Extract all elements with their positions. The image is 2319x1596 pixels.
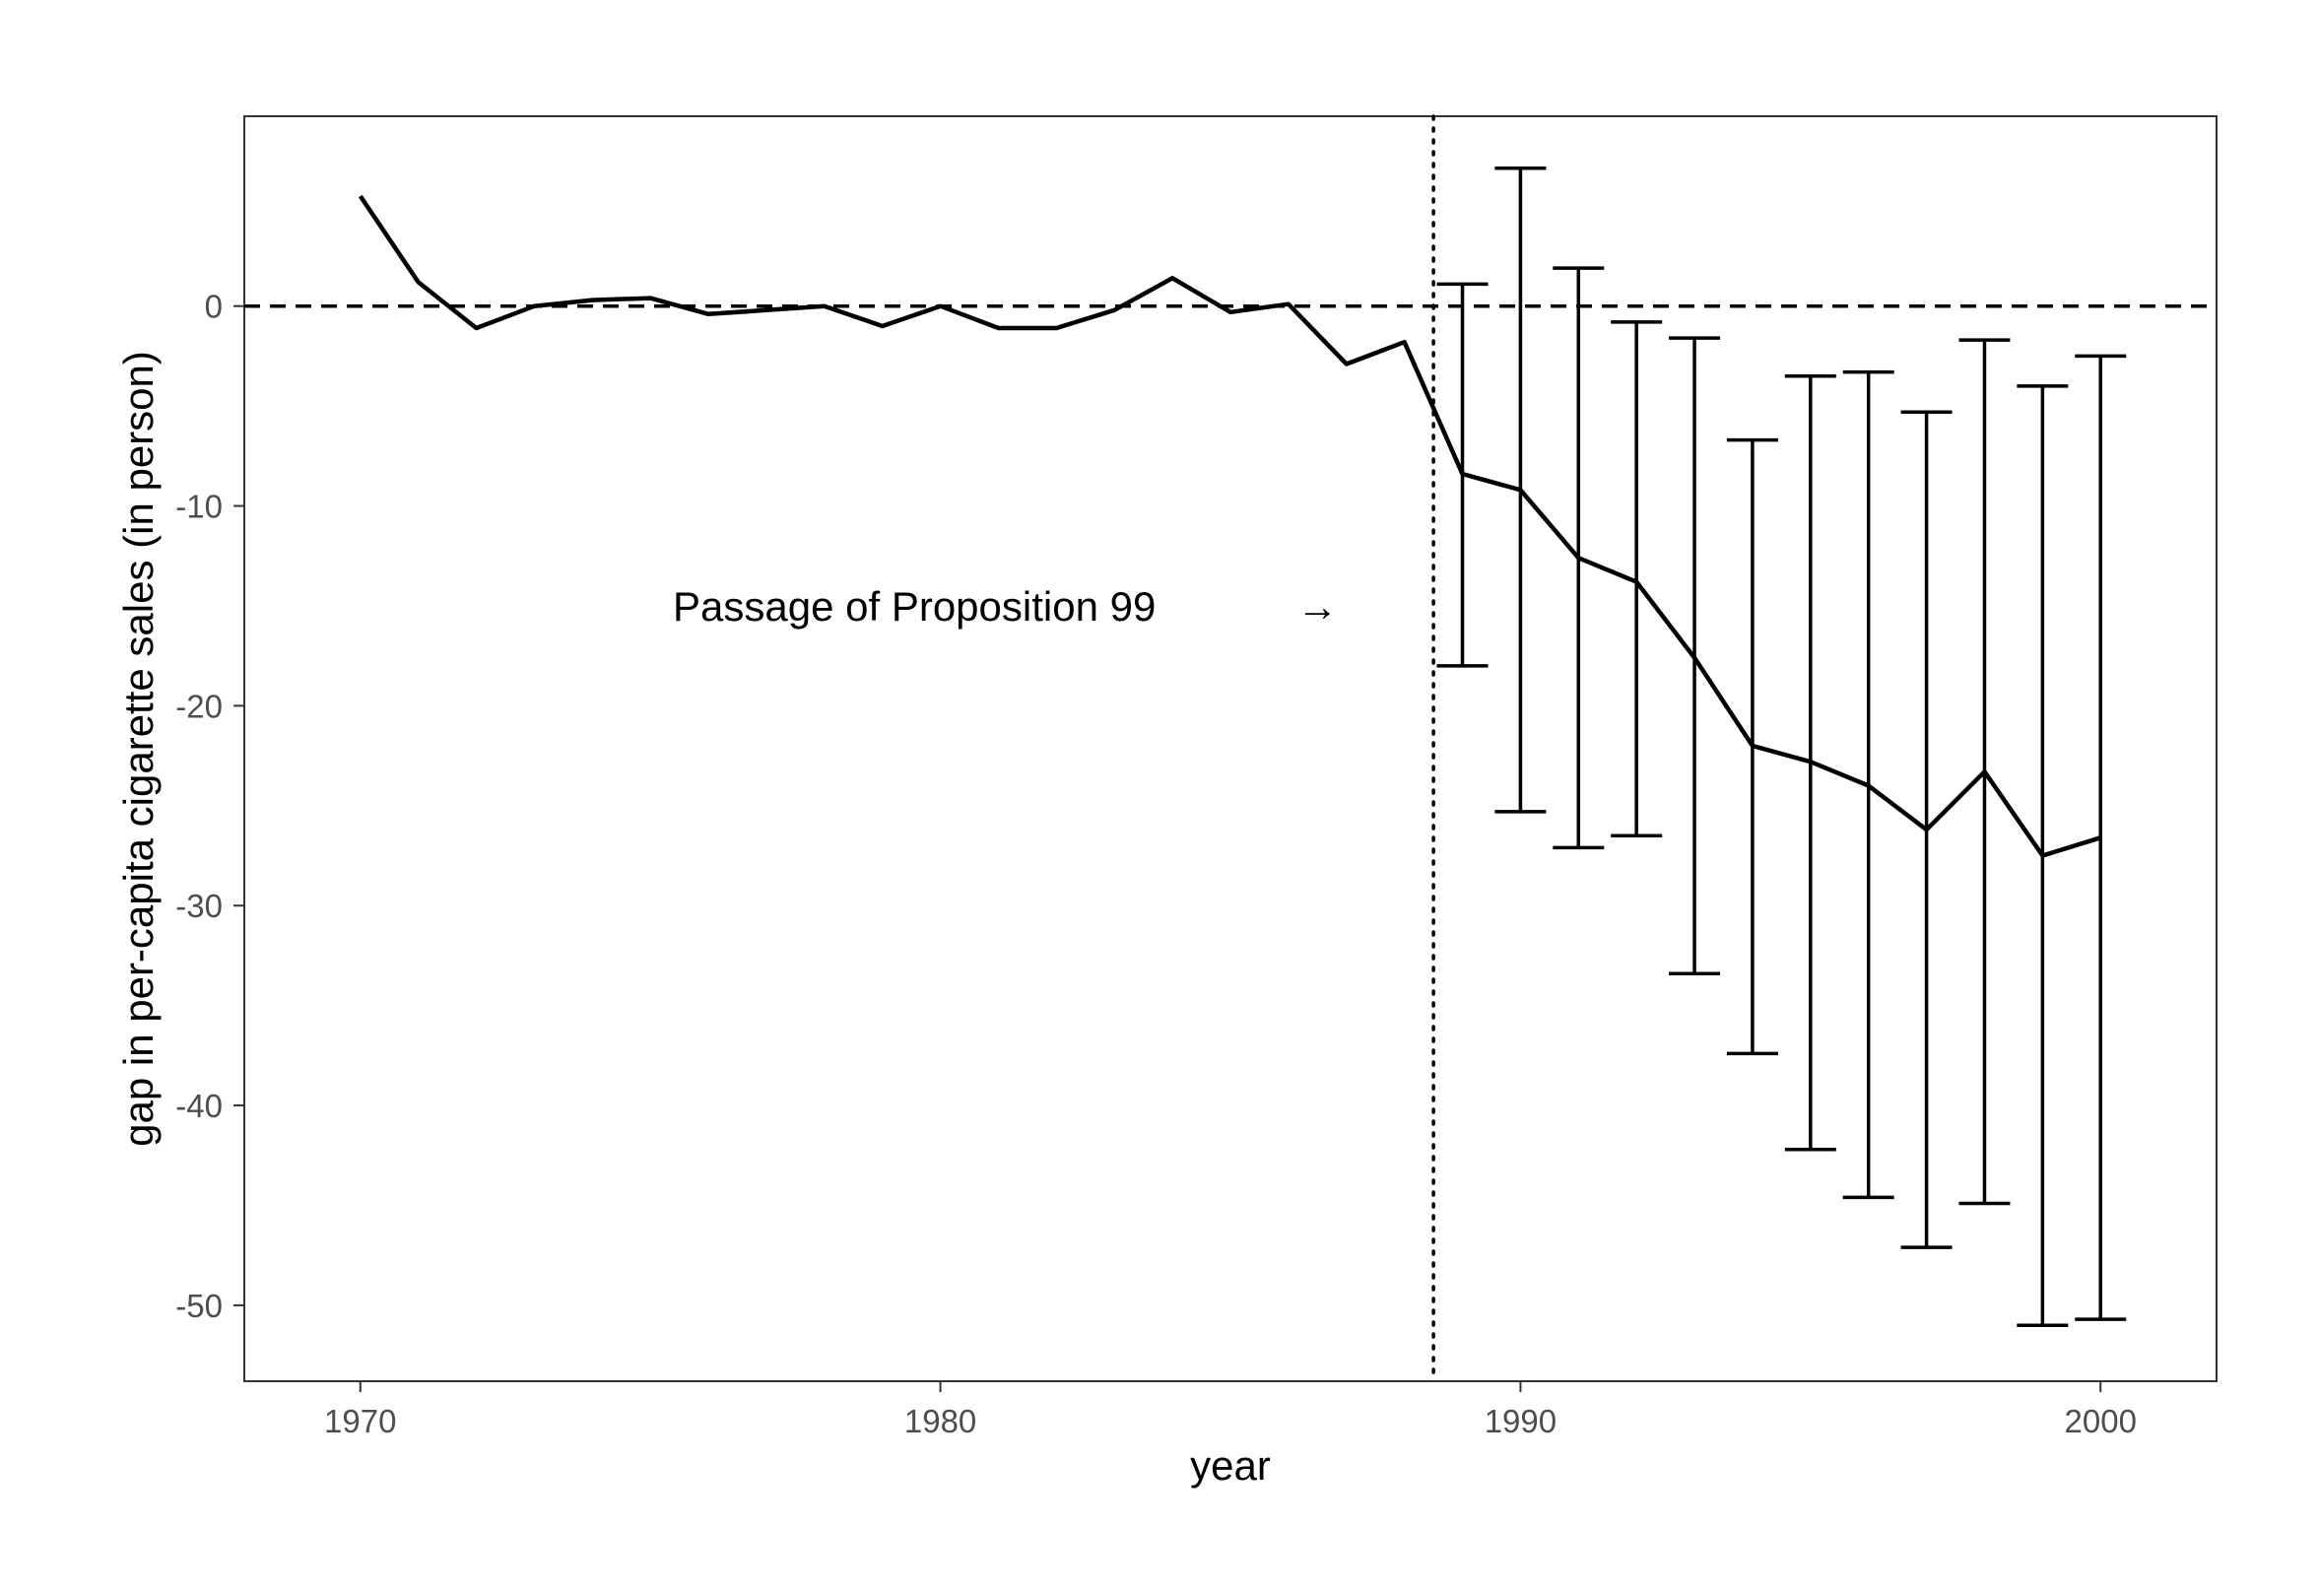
y-tick-label: -50 <box>175 1288 223 1324</box>
error-bar <box>2017 384 2069 1327</box>
x-axis-title: year <box>1190 1442 1271 1489</box>
annotation-arrow: → <box>1296 583 1338 630</box>
y-tick-label: -30 <box>175 888 223 924</box>
y-tick-label: -10 <box>175 489 223 525</box>
error-bar <box>1900 410 1953 1249</box>
error-bar <box>1669 336 1721 975</box>
error-bar <box>1494 166 1547 814</box>
error-bar <box>1436 282 1489 668</box>
annotation-label: Passage of Proposition 99 <box>673 583 1156 630</box>
x-tick-label: 1990 <box>1485 1403 1557 1439</box>
y-axis-title: gap in per-capita cigarette sales (in pe… <box>115 351 162 1147</box>
x-tick-label: 1980 <box>904 1403 976 1439</box>
error-bar <box>1611 320 1663 837</box>
error-bar <box>1726 437 1778 1056</box>
y-tick-label: 0 <box>205 289 223 325</box>
x-tick-label: 2000 <box>2065 1403 2137 1439</box>
x-tick-label: 1970 <box>324 1403 396 1439</box>
plot-panel <box>243 115 2218 1382</box>
error-bar <box>1553 266 1605 850</box>
error-bar <box>2075 354 2127 1321</box>
y-tick-label: -20 <box>175 688 223 724</box>
error-bar <box>1784 373 1836 1152</box>
error-bar <box>1842 369 1894 1200</box>
y-tick-label: -40 <box>175 1088 223 1124</box>
error-bar <box>1958 338 2011 1206</box>
